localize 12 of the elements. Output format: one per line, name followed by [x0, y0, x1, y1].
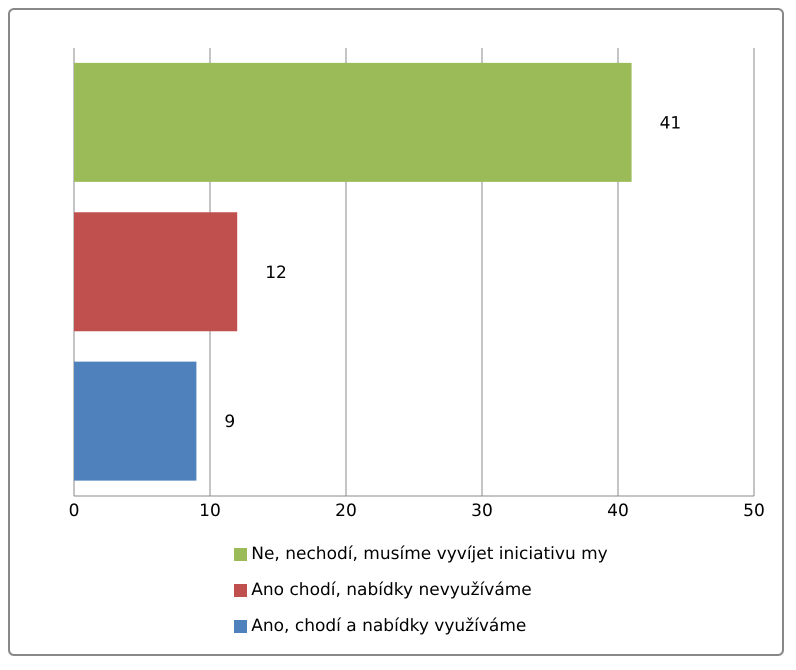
data-label: 41	[660, 113, 682, 134]
legend-label: Ano chodí, nabídky nevyužíváme	[251, 580, 532, 600]
x-tick-label: 30	[471, 501, 493, 522]
data-label: 12	[265, 262, 287, 283]
x-tick-label: 50	[743, 501, 765, 522]
x-tick-label: 0	[68, 501, 80, 522]
x-tick-label: 10	[199, 501, 221, 522]
x-tick-label: 20	[335, 501, 357, 522]
legend-label: Ano, chodí a nabídky využíváme	[251, 616, 526, 636]
legend-label: Ne, nechodí, musíme vyvíjet iniciativu my	[251, 544, 608, 564]
x-tick-label: 40	[607, 501, 629, 522]
data-label: 9	[224, 412, 236, 432]
